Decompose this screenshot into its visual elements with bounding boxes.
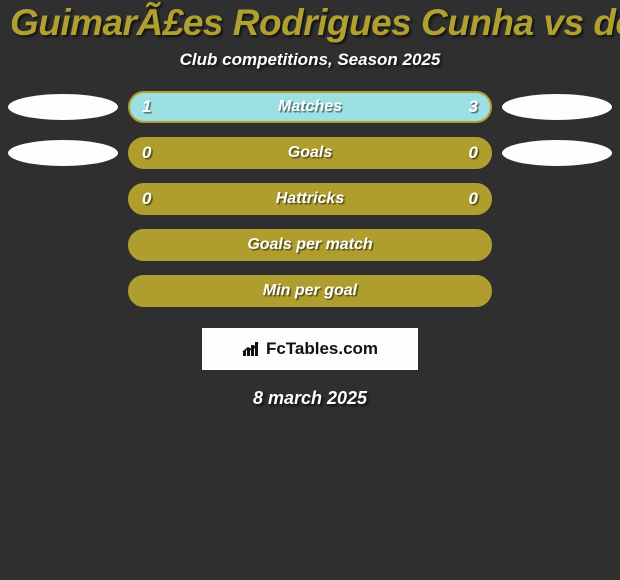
stat-bar: Matches [128,91,492,123]
stat-row: Hattricks 0 0 [8,176,612,222]
stat-row: Matches 1 3 [8,84,612,130]
spacer [502,278,612,304]
player-oval-right [502,140,612,166]
player-oval-right [502,94,612,120]
stat-label: Hattricks [276,190,344,208]
spacer [8,186,118,212]
player-oval-left [8,94,118,120]
stat-bar: Hattricks [128,183,492,215]
bar-fill-right [220,93,490,121]
spacer [502,186,612,212]
stat-value-left: 1 [142,97,151,117]
branding-badge: FcTables.com [202,328,418,370]
stat-row: Min per goal [8,268,612,314]
container: GuimarÃ£es Rodrigues Cunha vs dos Santos… [0,0,620,409]
stats-rows: Matches 1 3 Goals 0 0 Hattricks 0 0 Goals per mat… [0,84,620,314]
stat-bar-area: Matches 1 3 [128,91,492,123]
chart-icon [242,341,262,357]
stat-bar-area: Goals 0 0 [128,137,492,169]
subtitle: Club competitions, Season 2025 [0,50,620,84]
stat-label: Goals per match [247,236,372,254]
date-text: 8 march 2025 [0,388,620,409]
stat-bar: Goals [128,137,492,169]
stat-bar: Goals per match [128,229,492,261]
stat-label: Min per goal [263,282,357,300]
stat-bar-area: Goals per match [128,229,492,261]
stat-label: Goals [288,144,332,162]
stat-value-right: 0 [469,189,478,209]
stat-label: Matches [278,98,342,116]
stat-value-left: 0 [142,189,151,209]
stat-row: Goals 0 0 [8,130,612,176]
stat-value-right: 3 [469,97,478,117]
branding-text: FcTables.com [266,339,378,359]
spacer [502,232,612,258]
spacer [8,278,118,304]
stat-bar-area: Min per goal [128,275,492,307]
spacer [8,232,118,258]
stat-value-right: 0 [469,143,478,163]
page-title: GuimarÃ£es Rodrigues Cunha vs dos Santos [0,0,620,50]
stat-value-left: 0 [142,143,151,163]
stat-bar: Min per goal [128,275,492,307]
stat-row: Goals per match [8,222,612,268]
stat-bar-area: Hattricks 0 0 [128,183,492,215]
player-oval-left [8,140,118,166]
